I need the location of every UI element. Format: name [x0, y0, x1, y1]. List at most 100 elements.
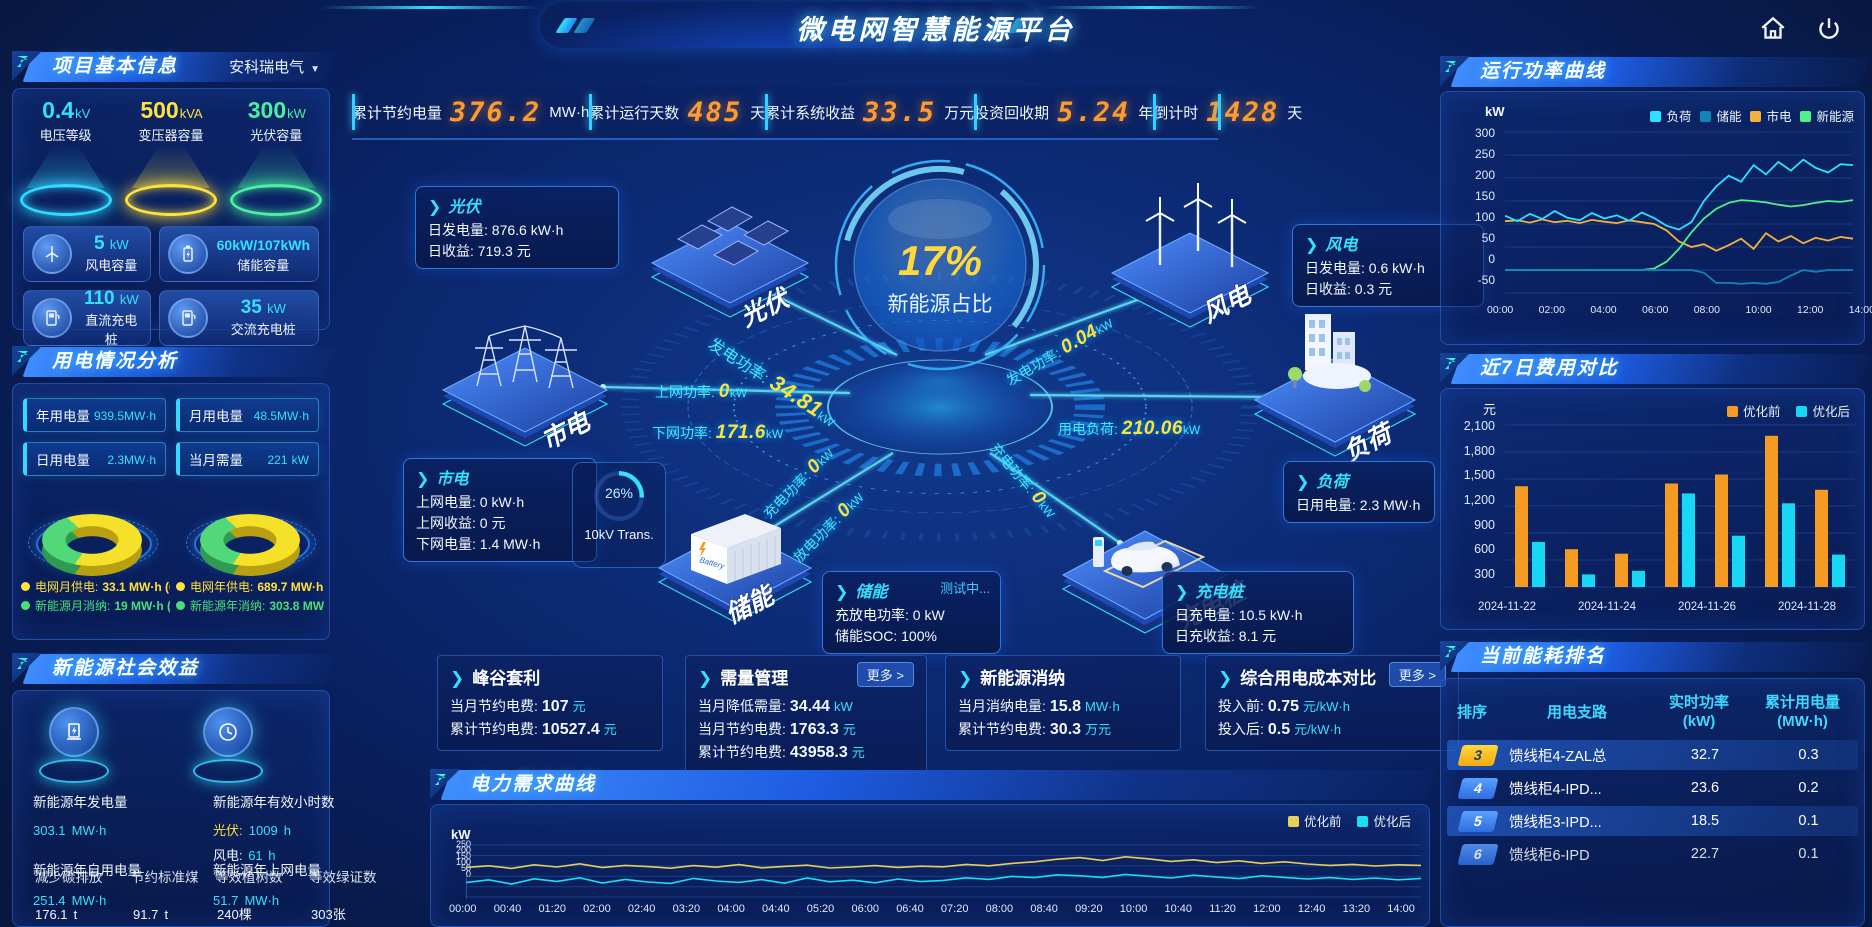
donut-month-energy	[28, 486, 158, 576]
flow-grid-export: 上网功率: 0kW	[655, 381, 748, 402]
table-row[interactable]: 4 馈线柜4-IPD... 23.6 0.2	[1447, 773, 1858, 803]
y-axis-label: 元	[1483, 402, 1497, 417]
bar-优化前	[1665, 483, 1678, 587]
benefit-gen-value: 303.1 MW·h	[33, 823, 107, 838]
legend-swatch	[1650, 111, 1662, 122]
arrow-icon: ❯	[1305, 237, 1319, 254]
infobox-load: ❯ 负荷 日用电量: 2.3 MW·h	[1283, 461, 1435, 523]
arrow-icon: ❯	[450, 669, 465, 688]
wind-turbine-icon	[32, 234, 72, 274]
panel-title: 电力需求曲线	[470, 774, 597, 795]
panel-title: 用电情况分析	[52, 351, 179, 372]
charger-icon	[32, 298, 72, 338]
benefit-wind-hours: 风电: 61 h	[213, 848, 276, 863]
bar-优化后	[1782, 503, 1795, 587]
legend-renew-month: 新能源月消纳:19 MW·h (36%)	[21, 597, 170, 614]
charger-icon	[167, 298, 208, 338]
panel-usage-analysis: 用电情况分析 年用电量 939.5MW·h 月用电量 48.5MW·h 日用电量 2.…	[12, 345, 336, 640]
bar-优化后	[1682, 493, 1695, 587]
transformer-widget: 26% 10kV Trans.	[572, 462, 666, 568]
chevron-down-icon: ▼	[310, 64, 320, 75]
x-axis-tick: 2024-11-28	[1778, 601, 1836, 613]
panel-title: 当前能耗排名	[1480, 646, 1607, 667]
pv-panel-icon	[49, 707, 99, 757]
island-pv: 光伏	[650, 206, 810, 333]
power-chart-plot	[1505, 131, 1853, 294]
battery-icon	[167, 234, 208, 274]
flow-grid-import: 下网功率: 171.6kW	[652, 422, 784, 443]
table-row[interactable]: 3 馈线柜4-ZAL总 32.7 0.3	[1447, 740, 1858, 770]
svg-text:新能源占比: 新能源占比	[888, 293, 993, 316]
arrow-icon: ❯	[1218, 669, 1233, 688]
y-axis-ticks: 2,100 1,800 1,500 1,200 900 600 300	[1463, 419, 1495, 581]
benefit-self-value: 251.4 MW·h	[33, 893, 107, 908]
top-decor-line	[1040, 6, 1260, 9]
rank-badge: 6	[1457, 843, 1499, 865]
benefit-export-value: 51.7 MW·h	[213, 893, 280, 908]
bar-优化后	[1532, 542, 1545, 587]
stat-revenue: 累计系统收益 33.5 万元	[765, 86, 974, 138]
ranking-table-header: 排序 用电支路 实时功率 (kW) 累计用电量 (MW·h)	[1456, 694, 1840, 730]
legend-dot	[176, 601, 185, 610]
home-icon[interactable]	[1758, 14, 1788, 44]
infobox-grid: ❯ 市电 上网电量: 0 kW·h 上网收益: 0 元 下网电量: 1.4 MW·…	[403, 458, 597, 562]
power-legend[interactable]: 负荷 储能 市电 新能源	[1650, 106, 1854, 125]
arrow-icon: ❯	[958, 669, 973, 688]
svg-text:17%: 17%	[898, 237, 982, 284]
rank-badge: 5	[1457, 810, 1499, 832]
podium-pv-capacity: 300kW 光伏容量	[228, 97, 324, 216]
demand-chart-plot	[466, 841, 1421, 899]
transformer-ring	[594, 471, 644, 521]
legend-grid-year: 电网年供电:689.7 MW·h (69%)	[176, 578, 325, 595]
kpi-peak-valley: ❯ 峰谷套利 当月节约电费: 107 元 累计节约电费: 10527.4 元	[437, 655, 663, 751]
bar-优化后	[1832, 554, 1845, 587]
energy-flow-diagram: 光伏 风电	[441, 159, 1417, 637]
status-badge: 测试中...	[940, 581, 990, 596]
glow-ring	[230, 184, 323, 216]
power-icon[interactable]	[1814, 14, 1844, 44]
more-button[interactable]: 更多 >	[1388, 662, 1446, 687]
island-grid: 市电	[441, 325, 609, 456]
bar-优化前	[1615, 553, 1628, 587]
benefit-co2-label: 减少碳排放	[35, 870, 103, 885]
x-axis-ticks: 00:00 00:40 01:20 02:00 02:40 03:20 04:00 04:40…	[449, 903, 1415, 915]
energy-beams	[602, 282, 1284, 544]
bar-优化前	[1715, 474, 1728, 587]
table-row[interactable]: 6 馈线柜6-IPD 22.7 0.1	[1447, 839, 1858, 869]
arrow-icon: ❯	[1296, 474, 1310, 491]
panel-energy-ranking: 当前能耗排名 排序 用电支路 实时功率 (kW) 累计用电量 (MW·h) 3 馈线…	[1440, 640, 1871, 927]
arrow-icon: ❯	[416, 471, 430, 488]
bar-优化前	[1515, 486, 1528, 587]
company-select[interactable]: 安科瑞电气 ▼	[229, 59, 320, 76]
x-axis-tick: 2024-11-26	[1678, 601, 1736, 613]
benefit-coal-label: 节约标准煤	[131, 870, 199, 885]
bar-优化后	[1582, 574, 1595, 587]
chip-month-usage: 月用电量 48.5MW·h	[176, 398, 319, 432]
flow-load-power: 用电负荷: 210.06kW	[1058, 418, 1201, 439]
panel-project-info: 项目基本信息 安科瑞电气 ▼ 0.4kV 电压等级 500kVA 变压器容量 30…	[12, 50, 336, 347]
infobox-charger: ❯ 充电桩 日充电量: 10.5 kW·h 日充收益: 8.1 元	[1162, 571, 1354, 654]
legend-swatch	[1750, 111, 1762, 122]
panel-title: 新能源社会效益	[52, 658, 200, 679]
arrow-icon: ❯	[835, 584, 849, 601]
infobox-storage: ❯ 储能 测试中... 充放电功率: 0 kW 储能SOC: 100%	[822, 571, 1001, 654]
island-load: 负荷	[1253, 314, 1417, 468]
bar-优化前	[1765, 435, 1778, 587]
podium-voltage-level: 0.4kV 电压等级	[18, 97, 114, 216]
more-button[interactable]: 更多 >	[856, 662, 914, 687]
cost-legend[interactable]: 优化前 优化后	[1726, 401, 1850, 420]
kpi-renewable-consumption: ❯ 新能源消纳 当月消纳电量: 15.8 MW·h 累计节约电费: 30.3 万元	[945, 655, 1181, 751]
bar-优化前	[1565, 549, 1578, 587]
rank-badge: 3	[1457, 744, 1499, 766]
chip-day-usage: 日用电量 2.3MW·h	[23, 442, 166, 476]
cost-chart-plot	[1505, 424, 1855, 588]
stat-saved-energy: 累计节约电量 376.2 MW·h	[352, 86, 589, 138]
benefit-co2-value: 176.1 t	[35, 907, 78, 922]
benefit-coal-value: 91.7 t	[133, 907, 169, 922]
bar-优化后	[1732, 535, 1745, 587]
demand-legend[interactable]: 优化前 优化后	[1287, 811, 1411, 830]
pedestal-hours	[185, 707, 271, 783]
benefit-cert-label: 等效绿证数	[309, 870, 377, 885]
table-row[interactable]: 5 馈线柜3-IPD... 18.5 0.1	[1447, 806, 1858, 836]
